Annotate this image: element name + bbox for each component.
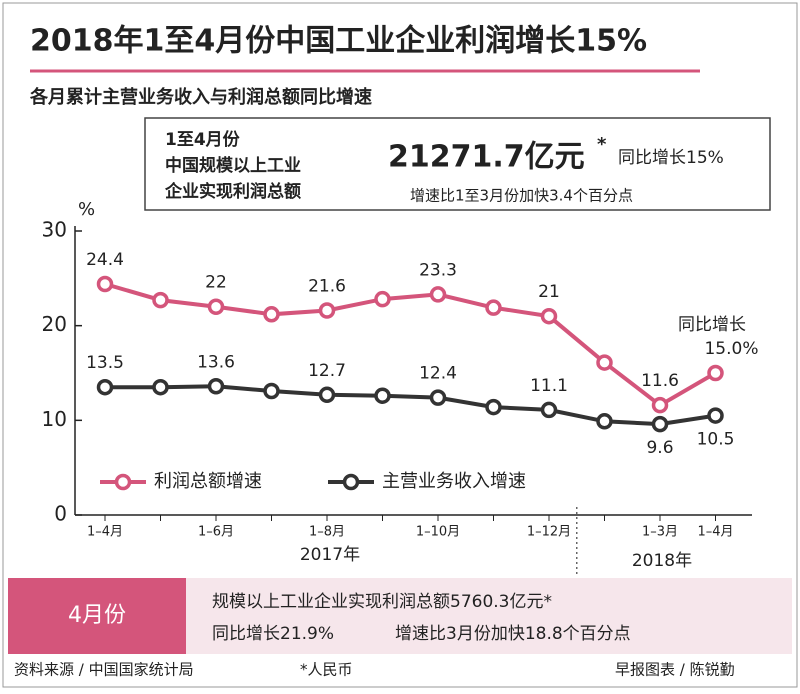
point	[152, 291, 169, 309]
annotation: 同比增长	[678, 315, 746, 335]
point	[707, 364, 724, 382]
box-line: 1至4月份	[165, 129, 241, 150]
panel-line: 规模以上工业企业实现利润总额5760.3亿元*	[212, 592, 552, 612]
legend-label: 主营业务收入增速	[382, 471, 526, 492]
value-label: 12.7	[308, 361, 346, 381]
y-tick-label: 20	[42, 312, 67, 336]
y-axis-label: %	[78, 199, 95, 220]
x-tick-label: 1–4月	[87, 525, 123, 540]
title: 2018年1至4月份中国工业企业利润增长15%	[30, 24, 647, 59]
box-line: 中国规模以上工业	[165, 155, 301, 176]
year-label: 2018年	[632, 551, 692, 571]
value-label: 21.6	[308, 277, 346, 297]
value-label: 15.0%	[704, 339, 758, 359]
panel-label-bg	[8, 578, 186, 654]
value-label: 10.5	[697, 430, 735, 450]
point	[263, 306, 280, 323]
value-label: 22	[205, 273, 227, 293]
value-label: 21	[538, 282, 560, 302]
legend-marker	[114, 473, 132, 491]
value-label: 11.1	[530, 376, 568, 396]
value-label: 13.5	[86, 353, 124, 373]
year-label: 2017年	[300, 545, 360, 565]
value-label: 12.4	[419, 364, 457, 384]
box-line: 企业实现利润总额	[164, 181, 301, 202]
point	[485, 398, 502, 416]
x-tick-label: 1–10月	[416, 525, 460, 540]
box-amount: 21271.7亿元	[388, 140, 585, 175]
point	[707, 407, 724, 424]
value-label: 23.3	[419, 260, 457, 280]
point	[429, 389, 447, 406]
credit: 早报图表 / 陈锐勤	[615, 661, 735, 679]
legend-marker	[342, 473, 360, 491]
legend-label: 利润总额增速	[154, 471, 262, 492]
source: 资料来源 / 中国国家统计局	[14, 661, 194, 679]
panel-line: 增速比3月份加快18.8个百分点	[395, 624, 631, 644]
value-label: 24.4	[86, 250, 124, 270]
point	[540, 401, 558, 419]
x-tick-label: 1–4月	[697, 525, 733, 540]
point	[263, 382, 280, 400]
point	[374, 290, 391, 308]
x-tick-label: 1–12月	[527, 525, 571, 540]
y-tick-label: 0	[54, 502, 67, 526]
point	[651, 415, 669, 433]
y-tick-label: 30	[42, 218, 67, 242]
box-asterisk: *	[597, 134, 607, 155]
point	[207, 298, 225, 315]
point	[596, 413, 613, 430]
x-tick-label: 1–3月	[642, 525, 678, 540]
point	[651, 396, 669, 414]
box-growth: 同比增长15%	[618, 148, 724, 168]
point	[485, 299, 502, 316]
x-tick-label: 1–8月	[309, 525, 345, 540]
panel-line: 同比增长21.9%	[212, 624, 334, 644]
value-label: 13.6	[197, 352, 235, 372]
point	[540, 307, 558, 325]
subtitle: 各月累计主营业务收入与利润总额同比增速	[29, 86, 372, 108]
point	[429, 286, 447, 303]
point	[318, 302, 336, 319]
x-tick-label: 1–6月	[198, 525, 234, 540]
point	[374, 387, 391, 404]
point	[207, 378, 225, 395]
value-label: 9.6	[646, 438, 673, 458]
value-label: 11.6	[641, 371, 679, 391]
point	[596, 354, 613, 371]
point	[96, 275, 114, 293]
point	[318, 386, 336, 404]
panel-label: 4月份	[68, 603, 126, 628]
series-line	[105, 384, 716, 427]
plot: % 0 10 20 30 1–4月 1–6月 1–8月 1–10月 1–12月 1–3月 1–4月 20…	[42, 199, 759, 575]
box-note: 增速比1至3月份加快3.4个百分点	[410, 187, 633, 205]
y-tick-label: 10	[42, 407, 67, 431]
summary-box	[144, 117, 771, 211]
point	[152, 378, 169, 396]
series-line	[104, 282, 717, 408]
currency-note: *人民币	[300, 661, 353, 679]
point	[96, 378, 114, 396]
